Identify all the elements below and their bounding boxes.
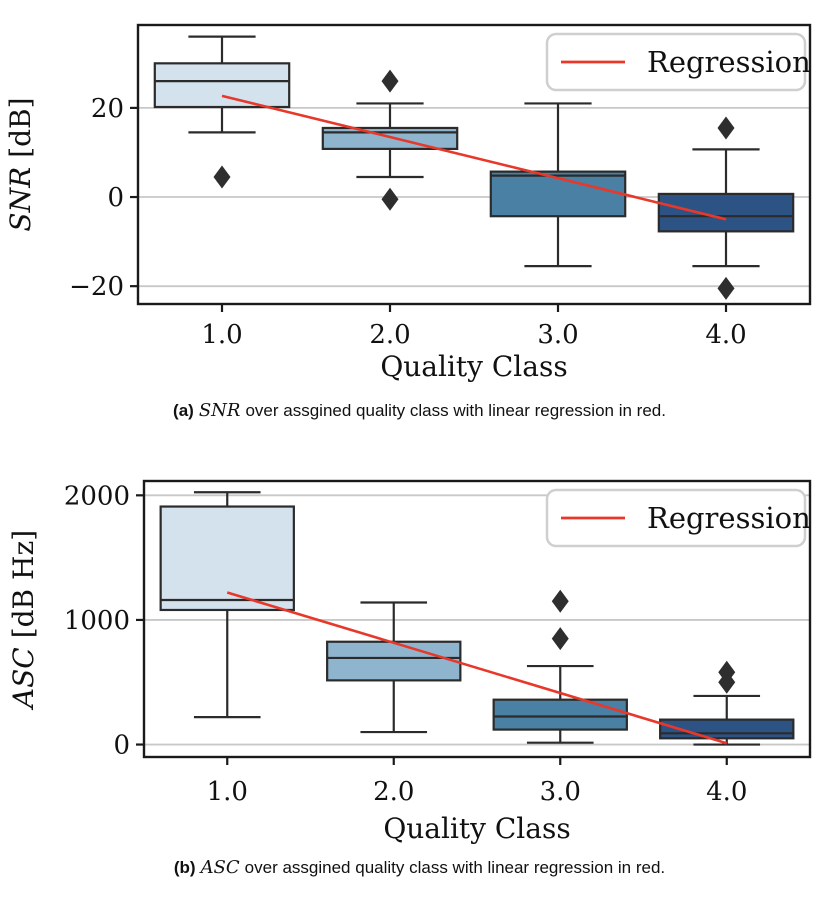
caption-a-text: over assgined quality class with linear … xyxy=(245,401,666,420)
x-tick-label: 1.0 xyxy=(201,320,242,350)
regression-line xyxy=(226,591,728,745)
caption-a: (a) SNR over assgined quality class with l… xyxy=(0,384,839,460)
plot-border xyxy=(136,23,812,306)
box-group-class-1.0 xyxy=(159,491,295,719)
x-tick-label: 2.0 xyxy=(369,320,410,350)
snr-boxplot-chart: −20 0 20 1.0 2.0 3.0 4.0 Quality Class SNR[dB] Re… xyxy=(4,23,812,383)
y-tick-label: 20 xyxy=(91,94,124,124)
y-tick-label: 2000 xyxy=(64,481,130,511)
legend: Regression xyxy=(545,32,811,92)
box-group-class-3.0 xyxy=(492,589,628,744)
outlier-diamond xyxy=(381,69,399,93)
outlier-diamond xyxy=(551,627,569,651)
regression-line xyxy=(221,94,727,221)
legend-box xyxy=(545,488,807,548)
box-group-class-1.0 xyxy=(153,35,291,189)
figure-b: 0 1000 2000 1.0 2.0 3.0 4.0 Quality Class ASC[dB… xyxy=(0,460,839,904)
caption-b: (b) ASC over assgined quality class with l… xyxy=(0,845,839,904)
outlier-diamond xyxy=(551,589,569,613)
x-axis-label: Quality Class xyxy=(383,812,570,845)
x-tick-label: 4.0 xyxy=(705,320,746,350)
asc-boxplot-chart: 0 1000 2000 1.0 2.0 3.0 4.0 Quality Class ASC[dB… xyxy=(7,479,812,845)
x-tick-label: 3.0 xyxy=(540,777,581,807)
outlier-diamond xyxy=(717,276,735,300)
x-tick-label: 1.0 xyxy=(207,777,248,807)
iqr-box xyxy=(326,640,462,682)
legend-box xyxy=(545,32,807,92)
box-group-class-2.0 xyxy=(326,601,462,734)
caption-b-text: over assgined quality class with linear … xyxy=(244,858,666,877)
iqr-box xyxy=(321,126,459,151)
y-tick-label: 0 xyxy=(113,731,130,761)
iqr-box xyxy=(159,505,295,612)
y-axis-label: ASC[dB Hz] xyxy=(7,530,40,711)
caption-a-label: (a) xyxy=(173,401,194,420)
box-group-class-4.0 xyxy=(657,116,795,300)
caption-b-label: (b) xyxy=(173,858,196,877)
iqr-box xyxy=(492,698,628,731)
caption-a-math: SNR xyxy=(198,400,241,421)
iqr-box xyxy=(153,62,291,109)
y-axis-label: SNR[dB] xyxy=(4,97,37,231)
outlier-diamond xyxy=(717,116,735,140)
y-tick-label: 1000 xyxy=(64,606,130,636)
caption-b-math: ASC xyxy=(200,857,240,878)
legend-label: Regression xyxy=(647,45,811,79)
y-tick-label: 0 xyxy=(107,183,124,213)
box-group-class-3.0 xyxy=(489,102,627,268)
box-group-class-4.0 xyxy=(659,660,795,746)
legend: Regression xyxy=(545,488,811,548)
iqr-box xyxy=(657,192,795,233)
x-tick-label: 2.0 xyxy=(373,777,414,807)
outlier-diamond xyxy=(718,670,736,694)
outlier-diamond xyxy=(213,165,231,189)
box-group-class-2.0 xyxy=(321,69,459,211)
figure-a: −20 0 20 1.0 2.0 3.0 4.0 Quality Class SNR[dB] Re… xyxy=(0,23,839,460)
legend-label: Regression xyxy=(647,501,811,535)
outlier-diamond xyxy=(381,187,399,211)
y-tick-label: −20 xyxy=(69,272,124,302)
x-tick-label: 3.0 xyxy=(537,320,578,350)
x-axis-label: Quality Class xyxy=(380,350,567,383)
x-tick-label: 4.0 xyxy=(706,777,747,807)
